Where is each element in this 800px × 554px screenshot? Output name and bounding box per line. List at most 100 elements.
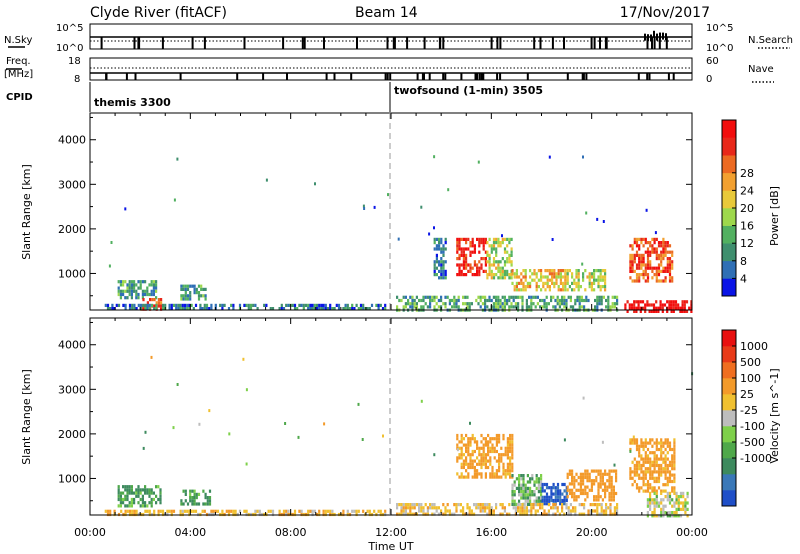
velocity-cell: [662, 483, 665, 487]
velocity-cell: [612, 491, 615, 496]
velocity-cell: [471, 465, 474, 470]
nsearch-tick-top: 10^5: [706, 23, 733, 34]
velocity-cell: [460, 472, 463, 476]
velocity-cell: [518, 490, 521, 494]
power-cell: [604, 288, 607, 292]
velocity-cell: [456, 459, 459, 463]
velocity-cell: [159, 509, 162, 513]
velocity-cell: [566, 485, 569, 489]
velocity-cell: [500, 456, 503, 460]
velocity-cell: [470, 509, 473, 513]
velocity-cell: [113, 509, 116, 513]
power-cell: [484, 263, 487, 267]
power-cell: [469, 250, 472, 254]
velocity-cell: [181, 509, 184, 513]
velocity-cell: [529, 490, 532, 494]
power-cell: [442, 302, 445, 306]
power-cell: [672, 306, 675, 310]
velocity-cell: [487, 453, 490, 457]
power-cell: [469, 269, 472, 273]
power-cell: [629, 260, 632, 264]
velocity-cell: [610, 475, 613, 480]
velocity-cell: [660, 457, 663, 461]
velocity-cell: [606, 479, 609, 483]
cpid-mode-2: twofsound (1-min) 3505: [394, 84, 543, 97]
velocity-cell: [511, 499, 514, 503]
velocity-cell: [144, 504, 147, 508]
power-cell: [440, 241, 443, 245]
velocity-cell: [664, 460, 667, 464]
velocity-cell: [402, 509, 405, 513]
power-cell: [646, 247, 650, 251]
velocity-cell: [495, 503, 498, 507]
power-cell: [429, 295, 432, 299]
power-cell: [533, 269, 536, 273]
nsky-gap-bar: [593, 37, 596, 49]
velocity-cell: [488, 512, 491, 516]
velocity-cell: [518, 480, 521, 484]
power-cell: [119, 292, 122, 297]
velocity-cell: [506, 472, 509, 476]
velocity-cell: [615, 475, 618, 480]
power-cell: [552, 305, 555, 309]
velocity-colorbar-frame: [721, 329, 737, 507]
velocity-cell: [473, 459, 476, 463]
velocity-cell: [184, 492, 187, 496]
power-cell: [153, 298, 156, 302]
velocity-cell: [550, 495, 553, 499]
power-cell: [458, 269, 461, 273]
velocity-cell: [574, 512, 577, 516]
power-cell: [254, 303, 257, 307]
power-cell: [657, 309, 660, 313]
power-cell: [460, 269, 463, 273]
velocity-cell: [503, 509, 506, 513]
velocity-cell: [526, 486, 529, 490]
power-cell: [529, 281, 532, 285]
velocity-cell: [139, 488, 142, 492]
power-cell: [640, 253, 643, 257]
power-cell: [311, 307, 314, 311]
velocity-cell: [675, 514, 678, 518]
velocity-cell: [480, 465, 483, 470]
velocity-cell: [523, 509, 526, 513]
power-cell: [644, 273, 647, 277]
velocity-cell: [480, 475, 483, 479]
velocity-cell: [400, 503, 403, 507]
velocity-cell: [460, 446, 463, 450]
velocity-cell: [682, 501, 685, 505]
power-cell: [245, 303, 248, 307]
power-cell: [296, 307, 299, 311]
velocity-cell: [563, 498, 566, 503]
y-tick-label: 4000: [58, 339, 86, 352]
freq-gap-bar: [581, 73, 584, 80]
power-cell: [119, 280, 122, 284]
power-cell: [593, 281, 596, 285]
nsky-gap-bar: [406, 37, 409, 49]
power-cell: [429, 298, 432, 303]
velocity-cell: [493, 449, 496, 454]
velocity-cell: [599, 485, 602, 489]
velocity-cell: [646, 514, 649, 518]
velocity-cell: [668, 460, 672, 464]
power-cell: [144, 289, 147, 293]
velocity-cell: [662, 504, 665, 508]
freq-gap-bar: [442, 73, 445, 80]
velocity-cell: [532, 506, 535, 510]
velocity-cell: [677, 504, 680, 508]
power-cell: [183, 303, 187, 307]
velocity-cell: [384, 509, 387, 513]
power-cell: [629, 276, 632, 280]
power-cell: [128, 280, 131, 284]
velocity-cell: [498, 475, 501, 479]
velocity-cell: [486, 512, 489, 516]
cpid-label: CPID: [6, 92, 33, 103]
velocity-cell: [473, 512, 476, 516]
power-cell: [575, 272, 578, 276]
velocity-cell: [446, 503, 449, 507]
velocity-cell: [495, 506, 498, 510]
velocity-cell: [545, 498, 549, 503]
velocity-cell: [543, 502, 546, 506]
velocity-cell: [407, 506, 410, 510]
velocity-scatter-point: [150, 355, 153, 359]
